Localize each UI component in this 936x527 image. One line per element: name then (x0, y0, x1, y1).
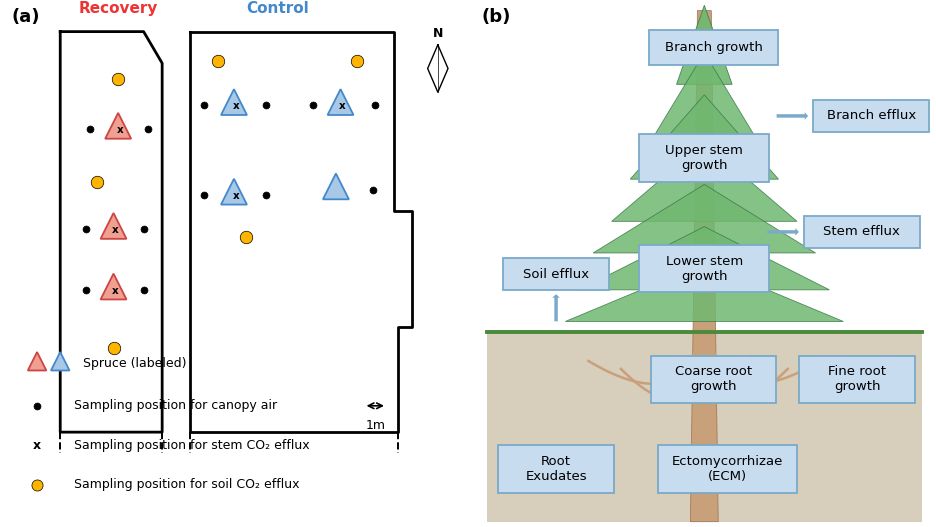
Polygon shape (28, 352, 47, 370)
Polygon shape (691, 11, 718, 522)
FancyBboxPatch shape (503, 258, 609, 290)
Polygon shape (323, 173, 349, 199)
Text: Fine root
growth: Fine root growth (828, 365, 886, 394)
Text: x: x (112, 226, 119, 235)
Text: x: x (232, 191, 240, 201)
Text: (a): (a) (11, 8, 40, 26)
Text: (b): (b) (482, 8, 511, 26)
Text: x: x (33, 439, 41, 452)
Text: Branch efflux: Branch efflux (826, 110, 915, 122)
FancyBboxPatch shape (813, 100, 929, 132)
Text: 1m: 1m (365, 419, 386, 432)
Text: Recovery: Recovery (79, 1, 158, 16)
Polygon shape (653, 53, 755, 137)
Polygon shape (428, 45, 438, 92)
FancyBboxPatch shape (649, 30, 779, 65)
Text: Control: Control (246, 1, 310, 16)
Text: x: x (232, 102, 240, 111)
FancyBboxPatch shape (651, 356, 776, 403)
Polygon shape (100, 274, 126, 299)
Text: Sampling position for canopy air: Sampling position for canopy air (74, 399, 277, 412)
Polygon shape (565, 264, 843, 321)
Bar (487, 332, 922, 522)
FancyBboxPatch shape (658, 445, 797, 493)
Text: x: x (117, 125, 124, 135)
Text: Lower stem
growth: Lower stem growth (665, 255, 743, 283)
Text: x: x (112, 286, 119, 296)
Text: x: x (339, 102, 345, 111)
Text: Spruce (labeled): Spruce (labeled) (83, 357, 187, 370)
Polygon shape (612, 142, 797, 221)
Text: Stem efflux: Stem efflux (824, 226, 900, 238)
Text: Upper stem
growth: Upper stem growth (665, 144, 743, 172)
FancyBboxPatch shape (639, 134, 769, 182)
Polygon shape (221, 89, 247, 115)
FancyBboxPatch shape (804, 216, 920, 248)
Polygon shape (105, 113, 131, 139)
Text: Sampling position for soil CO₂ efflux: Sampling position for soil CO₂ efflux (74, 479, 300, 491)
Text: Coarse root
growth: Coarse root growth (675, 365, 753, 394)
Text: Soil efflux: Soil efflux (523, 268, 589, 280)
FancyBboxPatch shape (498, 445, 614, 493)
Polygon shape (221, 179, 247, 204)
FancyBboxPatch shape (639, 245, 769, 292)
Polygon shape (328, 89, 354, 115)
Text: Branch growth: Branch growth (665, 41, 763, 54)
Text: Sampling position for stem CO₂ efflux: Sampling position for stem CO₂ efflux (74, 439, 310, 452)
Polygon shape (438, 45, 448, 92)
Polygon shape (51, 352, 69, 370)
Text: N: N (432, 26, 443, 40)
Polygon shape (579, 227, 829, 290)
FancyBboxPatch shape (799, 356, 915, 403)
Text: Root
Exudates: Root Exudates (525, 455, 587, 483)
Text: Ectomycorrhizae
(ECM): Ectomycorrhizae (ECM) (672, 455, 783, 483)
Polygon shape (100, 213, 126, 239)
Polygon shape (630, 95, 779, 179)
Polygon shape (677, 5, 732, 84)
Polygon shape (593, 184, 815, 253)
